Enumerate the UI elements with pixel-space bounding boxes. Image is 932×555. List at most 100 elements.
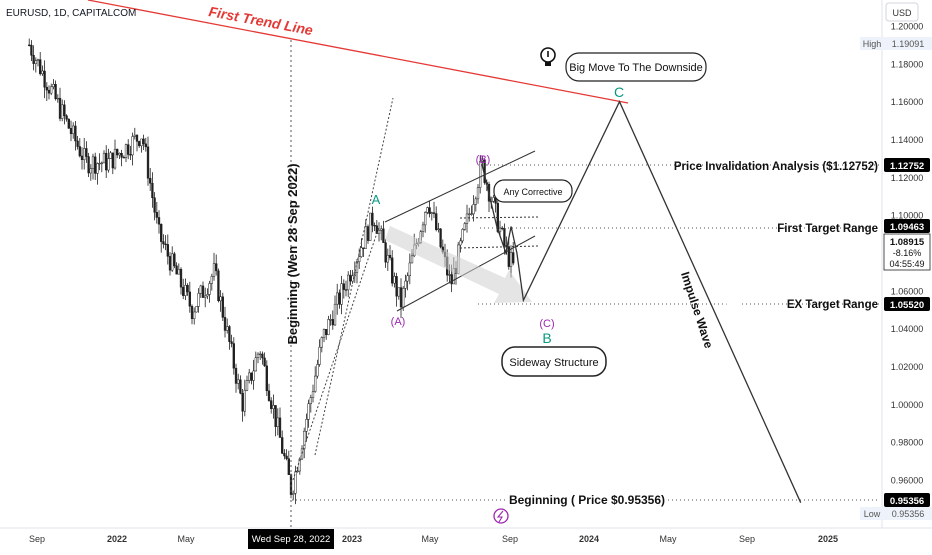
symbol-title: EURUSD, 1D, CAPITALCOM: [6, 8, 136, 19]
candle-body: [292, 493, 295, 495]
candle-body: [230, 341, 233, 344]
candle-body: [263, 357, 266, 367]
impulse-channel-upper: [314, 97, 394, 456]
candle-body: [157, 217, 161, 225]
candle-body: [47, 89, 51, 94]
down-arrow-shape: [385, 226, 532, 303]
candle-body: [160, 223, 163, 242]
candle-body: [72, 125, 75, 134]
candle-body: [193, 311, 196, 319]
candle-body: [65, 115, 68, 120]
candle-body: [217, 270, 220, 302]
wave-label-b: B: [542, 330, 551, 346]
x-tick-label: Sep: [502, 534, 518, 544]
candle-body: [283, 453, 286, 457]
candle-body: [465, 213, 469, 224]
big-move-text: Big Move To The Downside: [569, 62, 703, 74]
wave-label-paren-c: (C): [539, 318, 554, 330]
any-corrective-callout[interactable]: Any Corrective: [493, 179, 573, 203]
candle-body: [91, 156, 95, 169]
candle-body: [435, 213, 438, 230]
candle-body: [309, 397, 312, 404]
candle-body: [190, 305, 194, 319]
candle-body: [204, 295, 207, 298]
candle-body: [267, 390, 271, 401]
candle-body: [289, 474, 293, 495]
candle-body: [120, 152, 123, 158]
candle-body: [50, 86, 53, 94]
wave-label-paren-b: (B): [476, 154, 491, 166]
candle-body: [336, 292, 339, 305]
sideway-structure-callout[interactable]: Sideway Structure: [501, 346, 607, 377]
first-target-price-tag: [884, 219, 930, 233]
triangle-lower: [459, 245, 539, 249]
candle-body: [298, 458, 301, 472]
candle-body: [186, 284, 189, 293]
candle-body: [248, 372, 251, 381]
candle-body: [45, 86, 48, 91]
candle-body: [371, 212, 374, 226]
candle-body: [28, 44, 31, 46]
candle-body: [228, 326, 231, 342]
x-tick-label: 2023: [342, 534, 362, 544]
candle-body: [437, 228, 440, 230]
beginning-price-text: Beginning ( Price $0.95356): [509, 493, 665, 507]
candle-body: [111, 152, 114, 169]
candle-body: [162, 241, 165, 245]
candle-body: [195, 306, 198, 313]
beginning-vertical-text: Beginning (Wen 28 Sep 2022): [285, 163, 300, 344]
corrective-channel-upper: [384, 150, 536, 223]
candle-body: [166, 244, 169, 257]
crosshair-date-tag: [248, 529, 334, 549]
candle-body: [424, 212, 427, 226]
candle-body: [146, 146, 150, 179]
candle-body: [428, 207, 431, 214]
candle-body: [109, 152, 112, 159]
candle-body: [89, 168, 92, 174]
wave-projection-path[interactable]: [481, 100, 802, 503]
candle-body: [333, 303, 337, 326]
big-move-callout[interactable]: Big Move To The Downside: [565, 52, 707, 82]
candle-body: [402, 288, 405, 308]
candle-body: [461, 229, 464, 242]
x-axis-ticks: Sep 2022 May Wed Sep 28, 2022 2023 May Sep 2024…: [29, 529, 838, 549]
candle-body: [476, 187, 480, 200]
first-trend-line[interactable]: [87, 0, 629, 104]
candle-body: [316, 364, 319, 377]
dividend-marker-icon[interactable]: [493, 508, 509, 524]
candle-body: [281, 437, 284, 454]
candle-body: [34, 60, 37, 64]
candle-body: [459, 240, 462, 246]
candle-body: [338, 292, 341, 305]
candle-body: [331, 319, 334, 326]
candle-body: [179, 269, 183, 288]
candle-body: [175, 265, 178, 275]
lightbulb-icon: [540, 47, 556, 66]
candle-body: [184, 284, 187, 296]
candle-body: [349, 274, 352, 282]
candle-body: [391, 257, 394, 284]
candle-body: [386, 254, 389, 263]
candle-body: [472, 204, 475, 215]
time-scale[interactable]: [0, 528, 932, 550]
candle-body: [340, 283, 343, 305]
candle-body: [397, 287, 400, 297]
candle-body: [142, 138, 145, 145]
candle-body: [52, 83, 55, 88]
candle-body: [362, 247, 365, 249]
candle-body: [408, 262, 411, 277]
candle-body: [122, 157, 125, 159]
candle-body: [94, 156, 97, 174]
high-tag-label: High: [863, 39, 882, 49]
candle-body: [329, 319, 332, 321]
candle-body: [135, 134, 139, 142]
candle-body: [307, 403, 310, 420]
x-tick-label: Wed Sep 28, 2022: [252, 534, 331, 545]
candle-body: [43, 70, 46, 88]
candle-body: [410, 255, 414, 264]
candle-body: [245, 380, 249, 391]
candle-body: [393, 276, 396, 284]
currency-button[interactable]: [885, 2, 919, 22]
candle-body: [287, 458, 290, 475]
